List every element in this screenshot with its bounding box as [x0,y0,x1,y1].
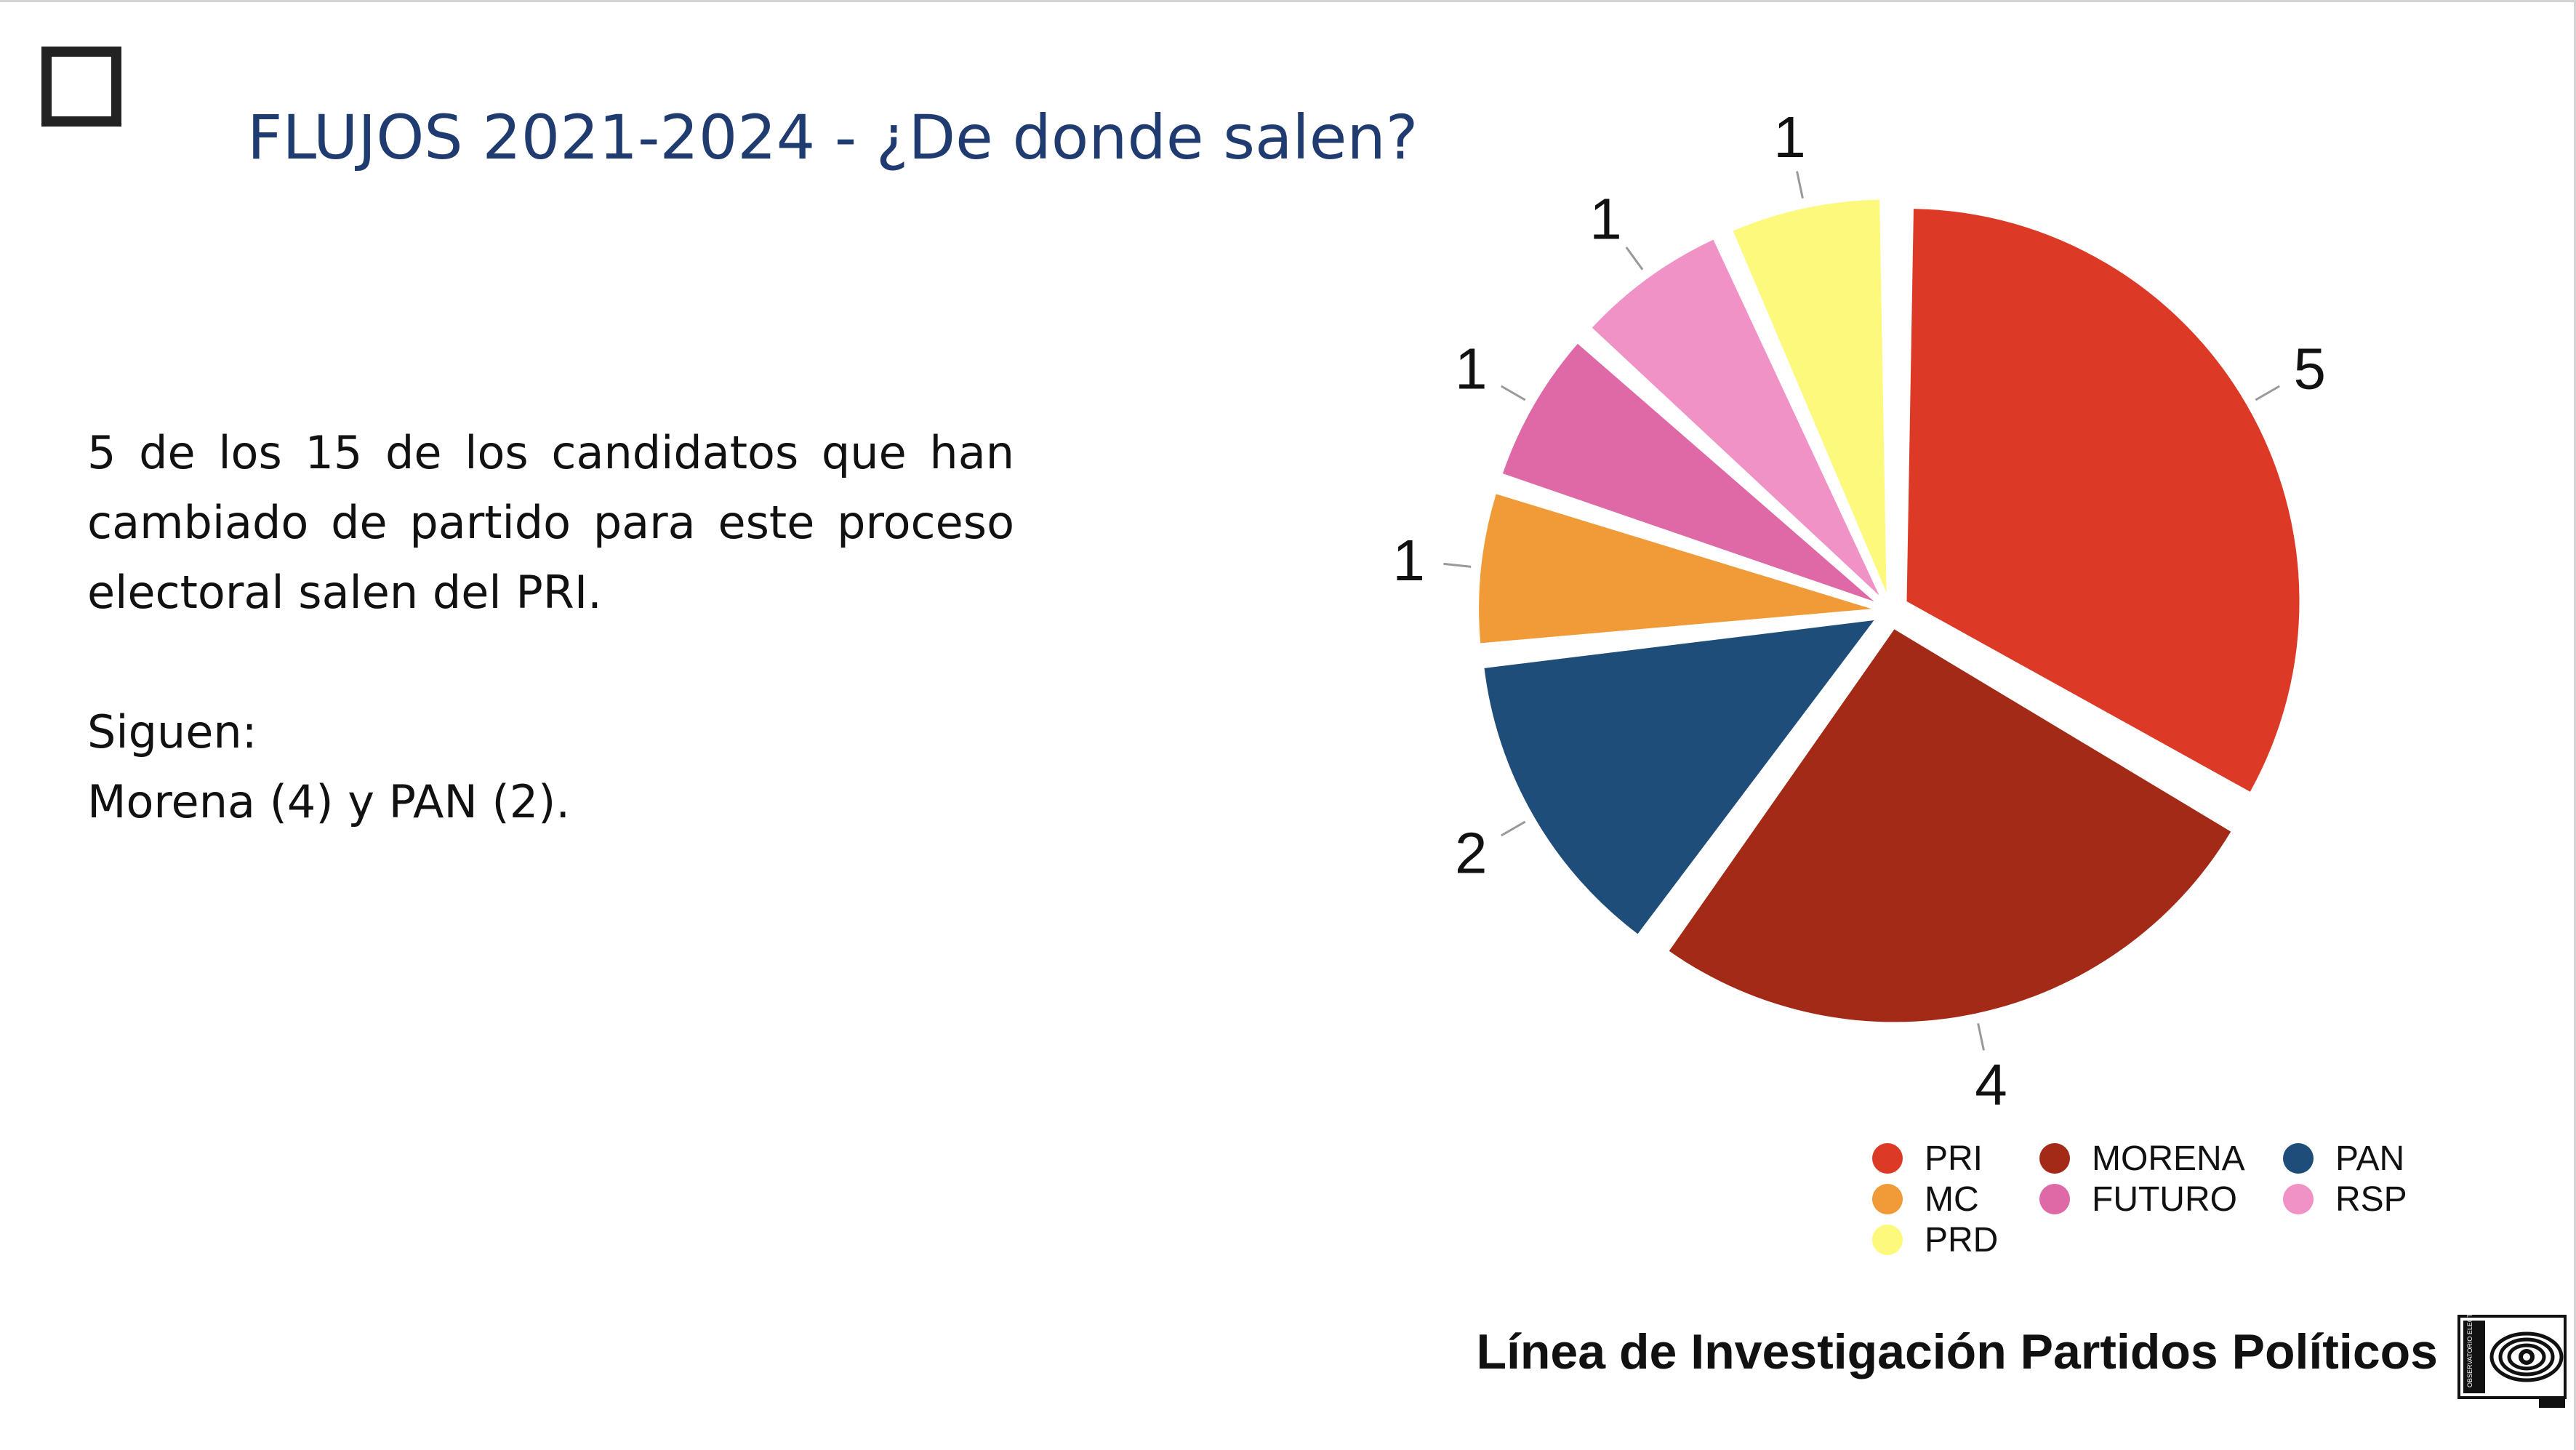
legend-label-mc: MC [1925,1179,1979,1219]
footer-label: Línea de Investigación Partidos Político… [1476,1324,2438,1379]
pie-slice-morena [1669,629,2231,1022]
legend-swatch-prd [1872,1225,1903,1255]
label-leader-mc [1443,562,1472,568]
legend-item-morena: MORENA [2039,1138,2283,1179]
pie-slice-mc [1479,494,1872,644]
legend-label-pri: PRI [1925,1139,1983,1178]
pie-slice-pri [1906,209,2300,792]
data-label-prd: 1 [1773,105,1806,169]
eye-spiral-logo-icon: OBSERVATORIO ELECTORAL [2457,1315,2567,1408]
followers-detail: Morena (4) y PAN (2). [87,775,571,828]
legend-item-mc: MC [1872,1179,2039,1219]
legend-item-prd: PRD [1872,1219,2039,1260]
chart-legend: PRI MORENA PAN MC FUTURO RSP PRD [1872,1138,2439,1260]
label-leader-morena [1977,1023,1985,1051]
label-leader-futuro [1501,385,1526,401]
data-label-pan: 2 [1455,821,1488,886]
legend-label-futuro: FUTURO [2092,1179,2237,1219]
slide-title: FLUJOS 2021-2024 - ¿De donde salen? [247,102,1419,173]
pie-slice-futuro [1502,343,1874,601]
label-leader-prd [1796,171,1804,199]
body-text: 5 de los 15 de los candidatos que han ca… [87,418,1014,837]
label-leader-rsp [1625,247,1644,271]
legend-swatch-mc [1872,1184,1903,1214]
data-label-futuro: 1 [1455,337,1488,401]
frame-right-border [2574,0,2576,1450]
summary-paragraph: 5 de los 15 de los candidatos que han ca… [87,426,1014,619]
frame-top-border [0,0,2576,2]
pie-slice-rsp [1592,239,1879,596]
legend-swatch-futuro [2039,1184,2070,1214]
legend-item-pri: PRI [1872,1138,2039,1179]
legend-label-morena: MORENA [2092,1139,2245,1178]
legend-swatch-rsp [2283,1184,2314,1214]
data-label-mc: 1 [1392,528,1425,593]
pie-chart: 5 4 2 1 1 1 1 [1392,105,2327,1117]
data-label-pri: 5 [2294,337,2327,401]
legend-item-pan: PAN [2283,1138,2439,1179]
pie-slice-pan [1484,620,1874,934]
corner-square-icon [41,47,121,127]
label-leader-pri [2255,385,2280,401]
legend-swatch-pri [1872,1143,1903,1174]
data-label-morena: 4 [1975,1052,2007,1117]
legend-swatch-pan [2283,1143,2314,1174]
logo-text: OBSERVATORIO ELECTORAL [2466,1315,2473,1387]
legend-label-rsp: RSP [2335,1179,2407,1219]
legend-swatch-morena [2039,1143,2070,1174]
pie-slice-prd [1733,199,1887,593]
legend-label-pan: PAN [2335,1139,2405,1178]
followers-heading: Siguen: [87,705,257,758]
legend-item-futuro: FUTURO [2039,1179,2283,1219]
legend-item-rsp: RSP [2283,1179,2439,1219]
label-leader-pan [1501,820,1526,837]
data-label-rsp: 1 [1589,187,1622,252]
legend-label-prd: PRD [1925,1220,1999,1259]
